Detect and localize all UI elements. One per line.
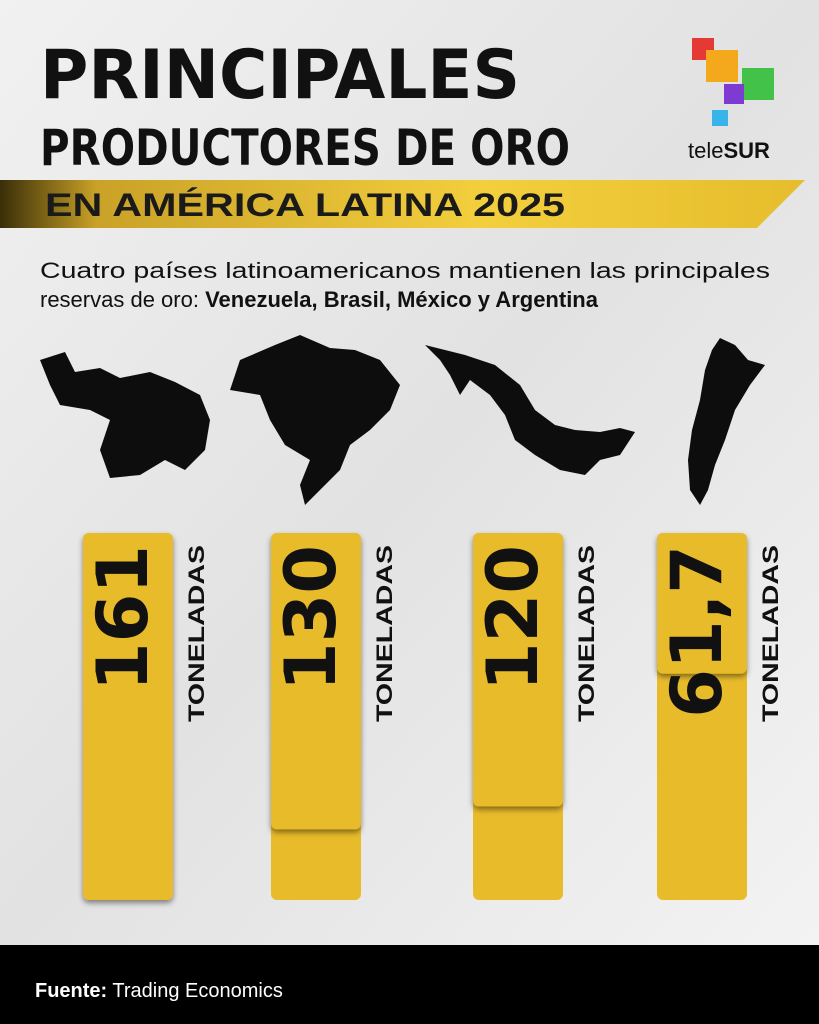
title: PRINCIPALES <box>40 36 520 115</box>
source-label: Fuente: <box>35 980 107 1002</box>
bar <box>83 533 173 900</box>
unit-label: TONELADAS <box>372 545 397 722</box>
value-label: 161 <box>82 545 164 691</box>
logo-text: tele <box>688 138 723 163</box>
subtitle: Cuatro países latinoamericanos mantienen… <box>40 258 770 283</box>
subtitle-highlight: Venezuela, Brasil, México y Argentina <box>205 287 599 312</box>
subtitle: reservas de oro: Venezuela, Brasil, Méxi… <box>40 287 599 312</box>
unit-label: TONELADAS <box>758 545 783 722</box>
logo: teleSUR <box>688 38 774 163</box>
source: Fuente: Trading Economics <box>35 980 283 1002</box>
svg-text:teleSUR: teleSUR <box>688 138 770 163</box>
unit-label: TONELADAS <box>184 545 209 722</box>
bar <box>657 533 747 674</box>
value-label: 120 <box>472 545 554 691</box>
title: PRODUCTORES DE ORO <box>40 119 570 177</box>
banner <box>0 180 805 228</box>
bar <box>271 533 361 830</box>
subtitle: reservas de oro: <box>40 287 199 312</box>
bar <box>473 533 563 807</box>
banner-text: EN AMÉRICA LATINA 2025 <box>45 187 565 223</box>
value-label: 61,7 <box>656 545 738 718</box>
source-text: Trading Economics <box>112 980 282 1002</box>
value-label: 130 <box>270 545 352 691</box>
unit-label: TONELADAS <box>574 545 599 722</box>
maps <box>40 335 765 505</box>
logo-text: SUR <box>723 138 770 163</box>
footer <box>0 945 819 1024</box>
